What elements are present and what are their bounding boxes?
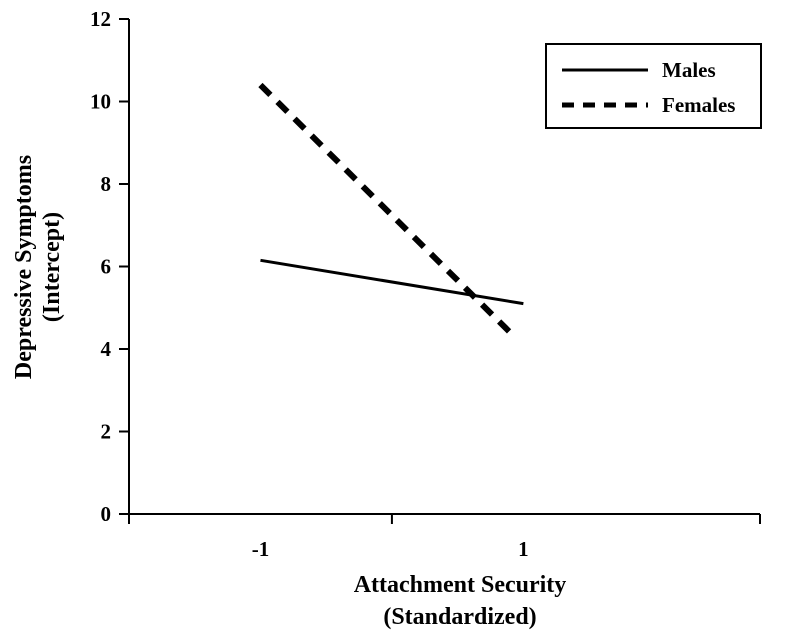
y-tick-label-12: 12 — [90, 7, 111, 31]
legend-box — [545, 43, 762, 129]
y-tick-label-2: 2 — [101, 420, 112, 444]
y-axis-title-line-1: Depressive Symptoms — [11, 155, 37, 379]
y-tick-label-8: 8 — [101, 172, 112, 196]
x-axis-title-line-2: (Standardized) — [383, 604, 536, 630]
x-tick-label-1: 1 — [518, 537, 529, 561]
series-line-females — [258, 82, 513, 335]
legend-label-females: Females — [662, 93, 735, 117]
y-tick-label-6: 6 — [101, 255, 112, 279]
series-lines — [258, 82, 524, 335]
series-line-males — [260, 258, 524, 306]
y-axis-title-line-2: (Intercept) — [39, 212, 65, 322]
y-tick-label-10: 10 — [90, 90, 111, 114]
x-tick-label--1: -1 — [252, 537, 270, 561]
x-axis-ticks: -1 1 — [128, 514, 761, 561]
legend-label-males: Males — [662, 58, 716, 82]
y-axis-ticks: 0 2 4 6 8 10 12 — [90, 7, 129, 526]
x-axis-title-line-1: Attachment Security — [354, 572, 567, 598]
legend: Males Females — [545, 43, 762, 129]
y-tick-label-0: 0 — [101, 502, 112, 526]
y-tick-label-4: 4 — [101, 337, 112, 361]
